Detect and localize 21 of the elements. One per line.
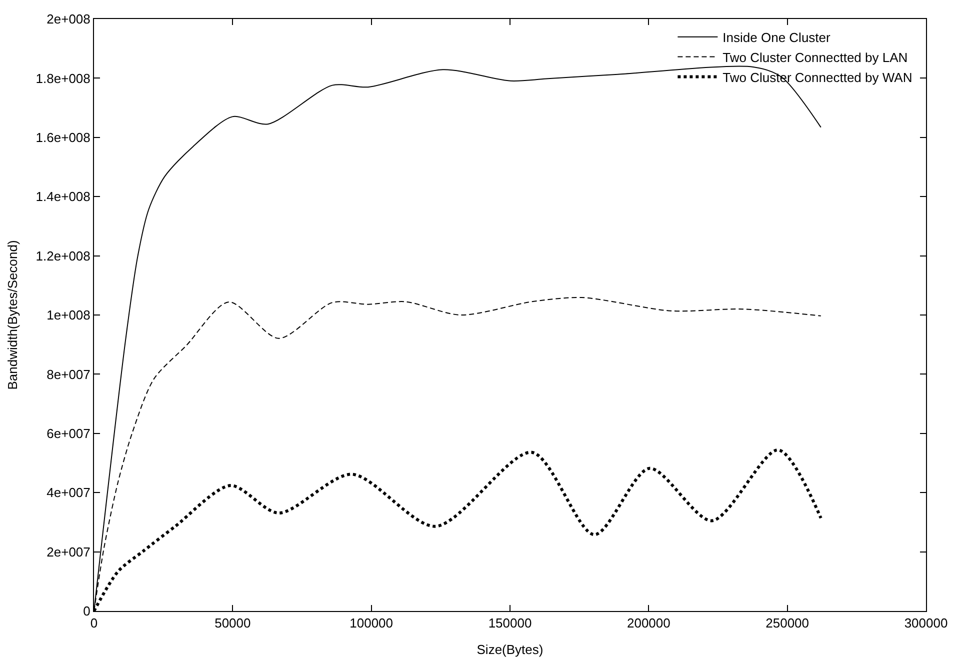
x-tick-label: 200000 xyxy=(626,616,670,631)
y-tick-label: 1.2e+008 xyxy=(36,248,90,264)
x-tick-label: 50000 xyxy=(214,616,251,631)
y-tick-label: 1.4e+008 xyxy=(36,189,90,204)
x-tick-label: 250000 xyxy=(766,616,810,631)
x-tick-label: 150000 xyxy=(488,616,532,631)
x-tick-label: 100000 xyxy=(350,616,394,631)
y-tick-label: 0 xyxy=(83,604,90,619)
y-tick-label: 2e+007 xyxy=(46,544,90,560)
y-tick-label: 6e+007 xyxy=(46,426,90,441)
x-tick-label: 300000 xyxy=(904,616,948,631)
y-tick-label: 1e+008 xyxy=(46,308,90,323)
y-tick-label: 8e+007 xyxy=(46,366,90,382)
legend-label: Two Cluster Connectted by LAN xyxy=(722,50,908,65)
y-tick-label: 4e+007 xyxy=(46,485,90,500)
y-tick-label: 2e+008 xyxy=(46,12,90,27)
x-axis-title: Size(Bytes) xyxy=(476,642,544,658)
y-tick-label: 1.6e+008 xyxy=(36,130,90,145)
legend-label: Inside One Cluster xyxy=(722,30,832,45)
y-axis-title: Bandwidth(Bytes/Second) xyxy=(4,240,20,390)
y-tick-label: 1.8e+008 xyxy=(36,70,90,86)
